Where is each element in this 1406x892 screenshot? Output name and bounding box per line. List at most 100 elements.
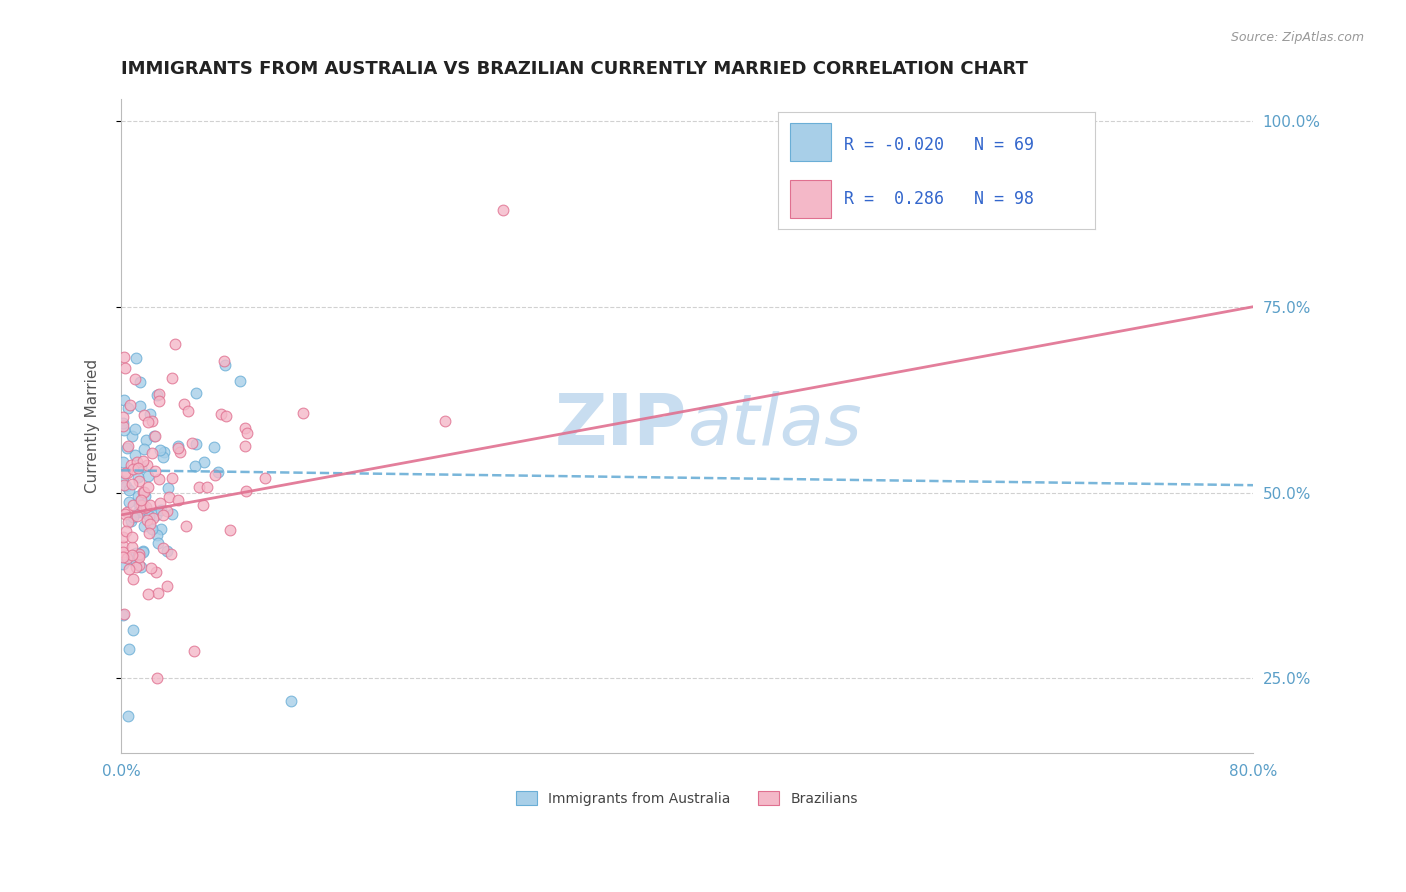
- Point: [134, 519, 156, 533]
- Point: [125, 556, 148, 570]
- Point: [160, 471, 183, 485]
- Point: [142, 511, 165, 525]
- Point: [152, 508, 174, 522]
- Point: [433, 414, 456, 428]
- Point: [156, 504, 179, 518]
- Point: [124, 546, 146, 560]
- Point: [138, 407, 160, 421]
- Point: [115, 551, 138, 566]
- Point: [233, 439, 256, 453]
- Point: [187, 479, 209, 493]
- Point: [139, 516, 162, 531]
- Point: [117, 708, 139, 723]
- Point: [177, 404, 200, 418]
- Point: [148, 535, 170, 549]
- Point: [112, 393, 135, 408]
- Point: [121, 530, 143, 544]
- Point: [160, 371, 183, 385]
- Point: [128, 497, 150, 511]
- Point: [128, 547, 150, 561]
- Point: [125, 559, 148, 574]
- Point: [139, 498, 162, 512]
- Point: [139, 561, 162, 575]
- Point: [150, 522, 173, 536]
- Point: [134, 489, 156, 503]
- Point: [127, 505, 149, 519]
- Point: [124, 371, 146, 385]
- Point: [191, 498, 214, 512]
- Point: [114, 361, 136, 376]
- Point: [214, 359, 236, 373]
- Point: [229, 375, 252, 389]
- Point: [492, 203, 515, 218]
- Point: [128, 558, 150, 572]
- Point: [121, 623, 143, 637]
- Point: [118, 562, 141, 576]
- Point: [159, 490, 181, 504]
- Point: [127, 549, 149, 563]
- Point: [218, 524, 240, 538]
- Point: [120, 458, 142, 472]
- Point: [131, 560, 153, 574]
- Point: [136, 587, 159, 601]
- Point: [280, 694, 302, 708]
- Point: [125, 455, 148, 469]
- Point: [111, 419, 134, 434]
- Point: [174, 518, 197, 533]
- Point: [128, 474, 150, 488]
- Point: [148, 472, 170, 486]
- Point: [125, 509, 148, 524]
- Point: [167, 493, 190, 508]
- Point: [138, 526, 160, 541]
- Point: [156, 579, 179, 593]
- Point: [253, 471, 276, 485]
- Point: [145, 508, 167, 522]
- Point: [167, 441, 190, 455]
- Point: [204, 468, 226, 483]
- Point: [131, 545, 153, 559]
- Point: [111, 410, 134, 425]
- Point: [129, 459, 152, 474]
- Point: [160, 547, 183, 561]
- Point: [134, 506, 156, 520]
- Point: [117, 515, 139, 529]
- Point: [114, 466, 136, 480]
- Point: [152, 450, 174, 464]
- Point: [129, 493, 152, 508]
- Point: [136, 415, 159, 429]
- Point: [143, 429, 166, 443]
- Point: [135, 433, 157, 447]
- Point: [145, 463, 167, 477]
- Point: [134, 501, 156, 516]
- Point: [124, 351, 146, 365]
- Point: [166, 440, 188, 454]
- Point: [122, 498, 145, 512]
- Point: [127, 460, 149, 475]
- Point: [121, 540, 143, 554]
- Point: [214, 354, 236, 368]
- Text: 0.0%: 0.0%: [101, 764, 141, 779]
- Point: [120, 398, 142, 412]
- Point: [136, 513, 159, 527]
- Point: [157, 481, 180, 495]
- Point: [233, 420, 256, 434]
- Point: [118, 495, 141, 509]
- Point: [141, 522, 163, 536]
- Point: [128, 549, 150, 564]
- Point: [112, 474, 135, 488]
- Point: [135, 500, 157, 515]
- Point: [131, 453, 153, 467]
- Point: [111, 549, 134, 564]
- Point: [152, 541, 174, 555]
- Point: [146, 388, 169, 402]
- Point: [111, 545, 134, 559]
- Point: [292, 406, 315, 420]
- Point: [114, 507, 136, 521]
- Point: [148, 387, 170, 401]
- Point: [117, 439, 139, 453]
- Point: [132, 408, 155, 422]
- Point: [120, 553, 142, 567]
- Point: [111, 558, 134, 572]
- Point: [121, 477, 143, 491]
- Point: [132, 484, 155, 499]
